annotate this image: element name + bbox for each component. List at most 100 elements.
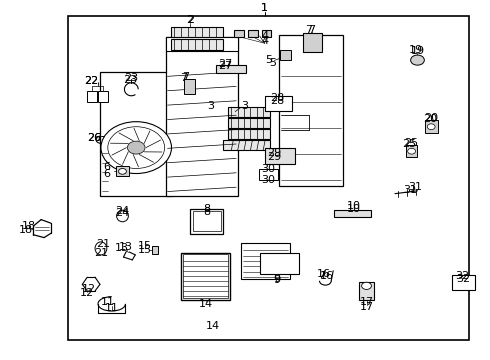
Bar	[166, 37, 238, 51]
Text: 6: 6	[103, 162, 110, 172]
Text: 32: 32	[457, 274, 470, 284]
Bar	[262, 30, 271, 37]
Bar	[406, 145, 417, 157]
Bar	[171, 39, 223, 50]
Text: 31: 31	[409, 182, 422, 192]
Text: 5: 5	[265, 55, 272, 65]
Bar	[265, 96, 292, 111]
Text: 25: 25	[405, 138, 418, 148]
Text: 21: 21	[96, 239, 110, 249]
Text: 19: 19	[411, 46, 424, 56]
Bar	[184, 79, 195, 94]
Text: 15: 15	[138, 241, 152, 251]
Bar	[193, 211, 220, 231]
Text: 9: 9	[273, 274, 280, 284]
Circle shape	[427, 124, 435, 130]
Bar	[228, 118, 270, 128]
Text: 14: 14	[199, 299, 213, 309]
Text: 8: 8	[203, 207, 210, 217]
Text: 17: 17	[360, 302, 373, 312]
Circle shape	[108, 127, 165, 168]
Text: 3: 3	[207, 101, 214, 111]
Text: 26: 26	[87, 132, 101, 143]
Circle shape	[101, 122, 172, 174]
Bar	[166, 37, 238, 196]
Text: 10: 10	[347, 204, 361, 214]
Bar	[259, 169, 278, 180]
Bar	[334, 210, 371, 217]
Bar	[280, 50, 291, 60]
Text: 7: 7	[308, 24, 315, 35]
Bar	[248, 30, 258, 37]
Bar	[116, 166, 129, 176]
Text: 29: 29	[267, 148, 282, 158]
Text: 5: 5	[269, 58, 276, 68]
Bar	[241, 243, 290, 279]
Text: 24: 24	[115, 206, 130, 216]
Text: 30: 30	[262, 175, 275, 185]
Text: 9: 9	[273, 275, 280, 285]
Text: 30: 30	[262, 164, 275, 174]
Text: 13: 13	[119, 242, 132, 252]
Text: 19: 19	[409, 45, 422, 55]
Text: 29: 29	[267, 152, 282, 162]
Text: 25: 25	[403, 139, 416, 149]
Text: 22: 22	[84, 76, 98, 86]
Circle shape	[119, 168, 126, 174]
Text: 2: 2	[187, 15, 194, 25]
Bar	[260, 253, 299, 274]
Bar	[181, 253, 230, 300]
Bar	[100, 72, 172, 196]
Text: 16: 16	[320, 271, 334, 281]
Bar	[171, 27, 223, 37]
Bar	[223, 140, 270, 150]
Text: 2: 2	[188, 15, 195, 25]
Text: 27: 27	[218, 61, 233, 71]
Text: 4: 4	[261, 31, 268, 41]
Bar	[228, 129, 270, 139]
Text: 16: 16	[317, 269, 330, 279]
Bar	[228, 107, 270, 117]
Circle shape	[411, 55, 424, 65]
Text: 27: 27	[218, 59, 233, 69]
Bar	[190, 209, 223, 234]
Bar	[216, 65, 246, 73]
Text: 22: 22	[84, 76, 98, 86]
Text: 7: 7	[182, 72, 189, 82]
Text: 12: 12	[80, 288, 94, 298]
Bar	[87, 91, 97, 102]
Circle shape	[408, 148, 416, 154]
Text: 7: 7	[180, 73, 187, 83]
Text: 18: 18	[19, 225, 32, 235]
Text: 14: 14	[206, 321, 220, 331]
Ellipse shape	[95, 242, 107, 255]
Text: 23: 23	[124, 73, 138, 83]
Text: 18: 18	[22, 221, 35, 231]
Text: 10: 10	[347, 201, 361, 211]
Text: 6: 6	[103, 168, 110, 179]
Text: 32: 32	[456, 271, 469, 281]
Text: 31: 31	[404, 185, 417, 195]
Text: 23: 23	[123, 75, 137, 85]
Bar	[234, 30, 244, 37]
Text: 13: 13	[115, 243, 128, 253]
Bar	[68, 16, 469, 340]
Text: 8: 8	[203, 204, 210, 214]
Text: 26: 26	[87, 132, 101, 143]
Text: 7: 7	[305, 24, 312, 35]
Text: 4: 4	[261, 36, 268, 46]
Bar	[452, 275, 475, 290]
Text: 1: 1	[261, 3, 268, 13]
Circle shape	[127, 141, 145, 154]
Text: 21: 21	[94, 248, 108, 258]
Text: 1: 1	[261, 3, 268, 13]
Ellipse shape	[117, 210, 128, 222]
Bar	[425, 120, 438, 133]
Text: 12: 12	[82, 284, 96, 294]
Bar	[152, 246, 158, 254]
Text: 11: 11	[101, 297, 115, 307]
Bar	[303, 33, 322, 52]
Circle shape	[362, 282, 371, 289]
Text: 28: 28	[270, 96, 285, 106]
Text: 15: 15	[138, 245, 152, 255]
